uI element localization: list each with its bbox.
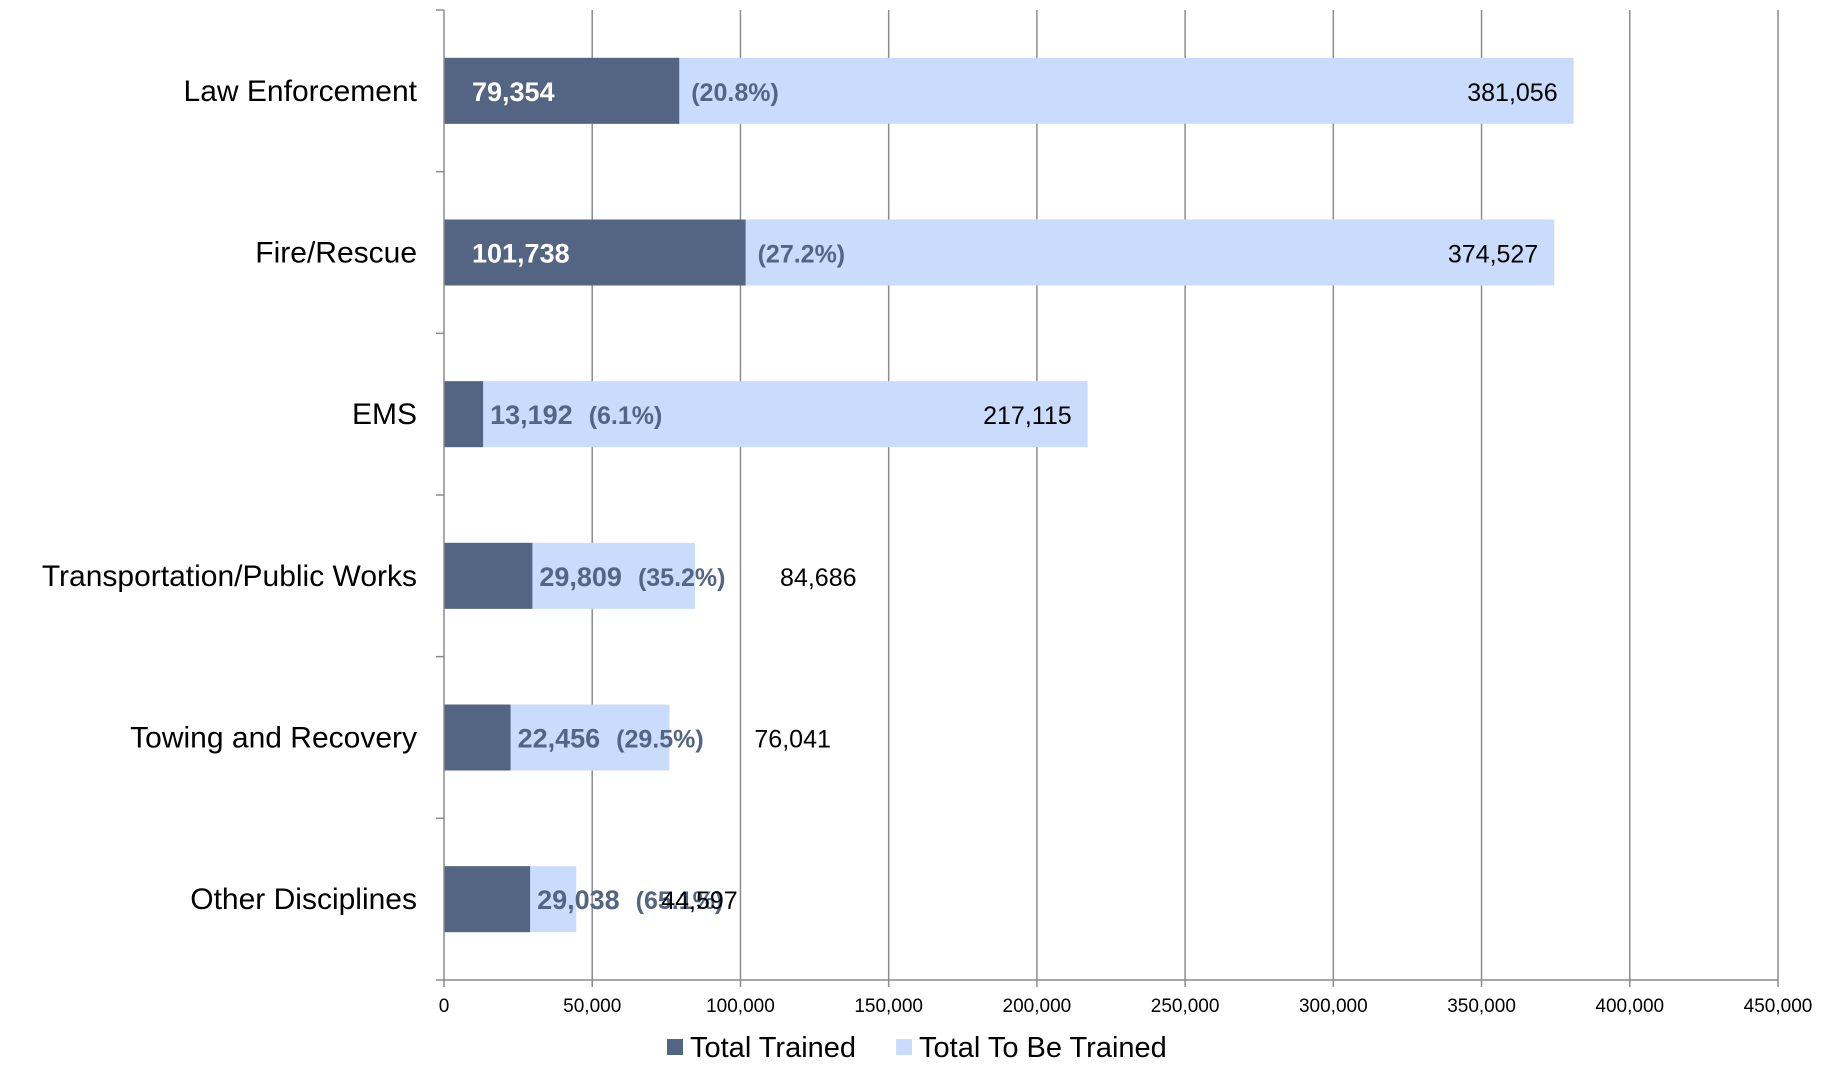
trained-value-label: 13,192 — [490, 400, 573, 430]
trained-value-label: 29,038 — [537, 885, 620, 915]
x-tick-label: 100,000 — [706, 996, 775, 1017]
bar-total-trained — [444, 381, 484, 448]
x-tick-label: 200,000 — [1003, 996, 1072, 1017]
x-tick-label: 400,000 — [1595, 996, 1664, 1017]
percent-label: (29.5%) — [616, 726, 704, 754]
bar-total-trained — [444, 542, 533, 609]
bar-total-trained — [444, 219, 746, 286]
percent-label: (20.8%) — [691, 79, 779, 107]
x-tick-label: 0 — [439, 996, 450, 1017]
legend-label: Total To Be Trained — [919, 1032, 1167, 1064]
total-value-label: 374,527 — [1448, 241, 1538, 269]
gridlines — [591, 10, 1779, 980]
bar-total-trained — [444, 704, 511, 771]
legend-swatch — [667, 1039, 683, 1055]
trained-value-label: 22,456 — [518, 724, 601, 754]
x-tick-label: 150,000 — [854, 996, 923, 1017]
y-tick-label: Fire/Rescue — [255, 237, 417, 270]
total-value-label: 76,041 — [754, 726, 830, 754]
x-tick-label: 300,000 — [1299, 996, 1368, 1017]
x-tick-label: 450,000 — [1744, 996, 1813, 1017]
legend-label: Total Trained — [690, 1032, 856, 1064]
total-value-label: 217,115 — [983, 402, 1072, 430]
bar-total-to-be-trained — [444, 381, 1088, 448]
bars — [444, 57, 1574, 933]
bar-total-trained — [444, 57, 680, 124]
x-tick-label: 50,000 — [563, 996, 621, 1017]
x-tick-label: 350,000 — [1447, 996, 1516, 1017]
bar-total-trained — [444, 866, 531, 933]
x-tick-label: 250,000 — [1151, 996, 1220, 1017]
axes: 0 50,000 100,000 150,000 200,000 250,000 300,0… — [42, 9, 1813, 1017]
percent-label: (6.1%) — [589, 402, 663, 430]
legend: Total Trained Total To Be Trained — [667, 1032, 1167, 1064]
percent-label: (65.1%) — [636, 887, 724, 915]
y-tick-label: Law Enforcement — [184, 75, 418, 108]
total-value-label: 84,686 — [780, 564, 856, 592]
y-tick-label: EMS — [352, 398, 417, 431]
legend-swatch — [896, 1039, 913, 1055]
y-tick-label: Transportation/Public Works — [42, 560, 417, 593]
y-tick-label: Towing and Recovery — [130, 722, 417, 755]
trained-value-label: 79,354 — [472, 77, 555, 107]
trained-value-label: 101,738 — [472, 239, 570, 269]
percent-label: (35.2%) — [638, 564, 726, 592]
trained-value-label: 29,809 — [539, 562, 622, 592]
total-value-label: 381,056 — [1467, 79, 1557, 107]
percent-label: (27.2%) — [758, 241, 846, 269]
total-value-label: 44,597 — [661, 887, 737, 915]
data-labels: 79,354 (20.8%) 381,056 101,738 (27.2%) 374,52… — [472, 77, 1558, 915]
y-tick-label: Other Disciplines — [190, 883, 417, 916]
